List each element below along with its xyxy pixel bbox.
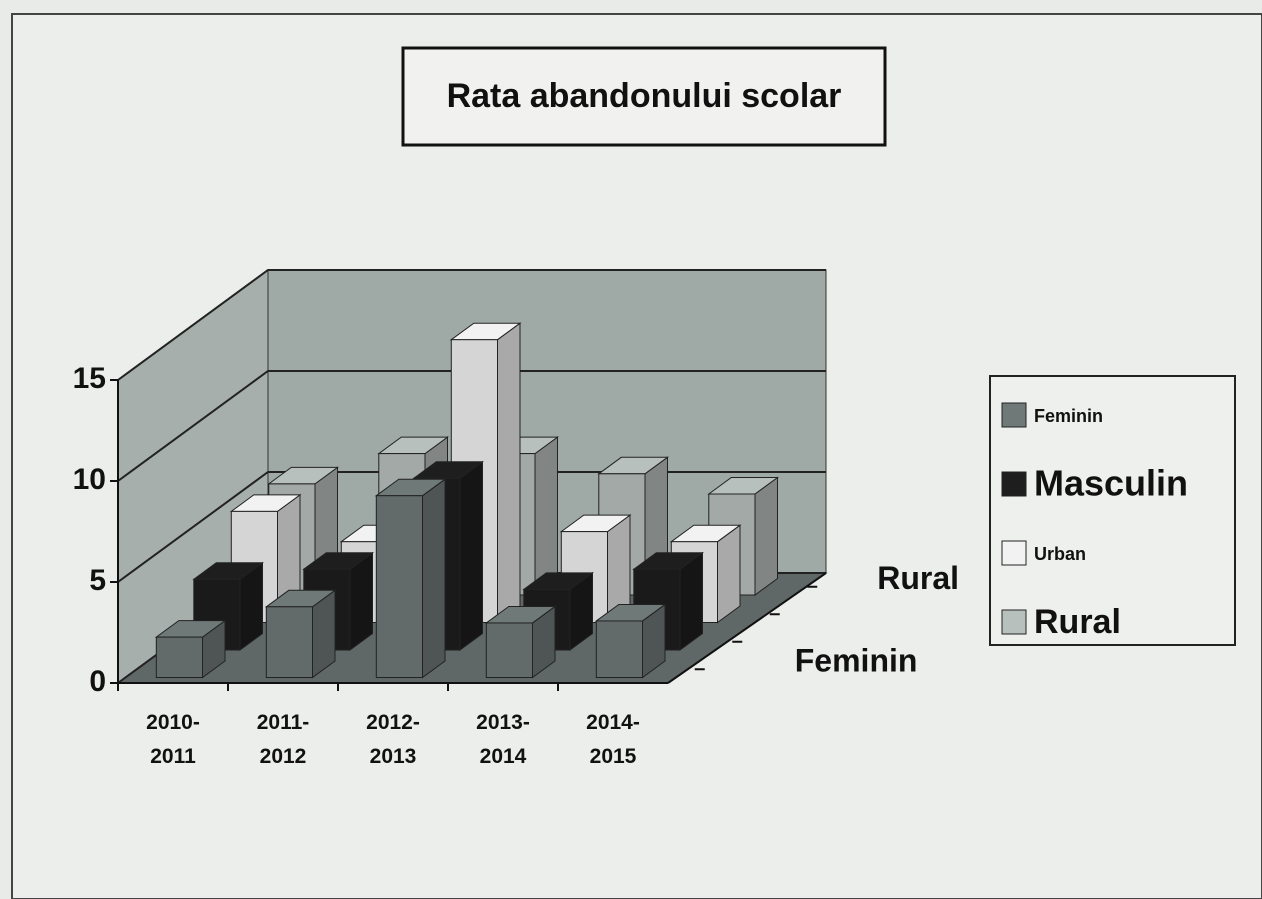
y-tick-label: 15 (73, 362, 106, 395)
y-tick-label: 5 (89, 564, 106, 597)
bar (374, 478, 447, 679)
chart-title: Rata abandonului scolar (447, 77, 842, 115)
bar-side (534, 436, 558, 596)
bar (484, 605, 557, 679)
bar-front (155, 636, 204, 678)
bar-side (497, 322, 521, 624)
bar (707, 476, 780, 596)
bar-front (265, 606, 313, 678)
bar-front (375, 495, 423, 679)
x-tick-label: 2012-2013 (366, 711, 420, 768)
bar (264, 589, 337, 679)
bar (154, 619, 227, 679)
grid-line (117, 269, 826, 381)
x-tick-label: 2010-2011 (146, 711, 200, 768)
x-tick-label: 2014-2015 (586, 711, 640, 768)
legend-swatch (1001, 540, 1027, 566)
legend-swatch (1001, 609, 1027, 635)
bar-front (595, 620, 643, 679)
y-tick-label: 0 (89, 665, 106, 698)
legend-box (989, 375, 1236, 646)
bar (594, 603, 667, 679)
title-box (401, 46, 887, 147)
legend-swatch (1001, 471, 1027, 497)
bar-side (754, 476, 778, 596)
legend-label: Urban (1034, 544, 1086, 564)
bar-front (485, 622, 533, 679)
depth-axis (667, 572, 827, 684)
bar-side (422, 478, 446, 679)
legend-label: Masculin (1034, 463, 1188, 504)
depth-label: Feminin (795, 643, 918, 679)
bar-side (459, 460, 483, 651)
legend-swatch (1001, 402, 1027, 428)
y-tick-label: 10 (73, 463, 106, 496)
depth-label: Rural (877, 560, 959, 596)
x-tick-label: 2013-2014 (476, 711, 530, 768)
legend-label: Feminin (1034, 406, 1103, 426)
legend-label: Rural (1034, 603, 1121, 641)
grid-line (117, 370, 826, 482)
x-tick-label: 2011-2012 (257, 711, 310, 768)
